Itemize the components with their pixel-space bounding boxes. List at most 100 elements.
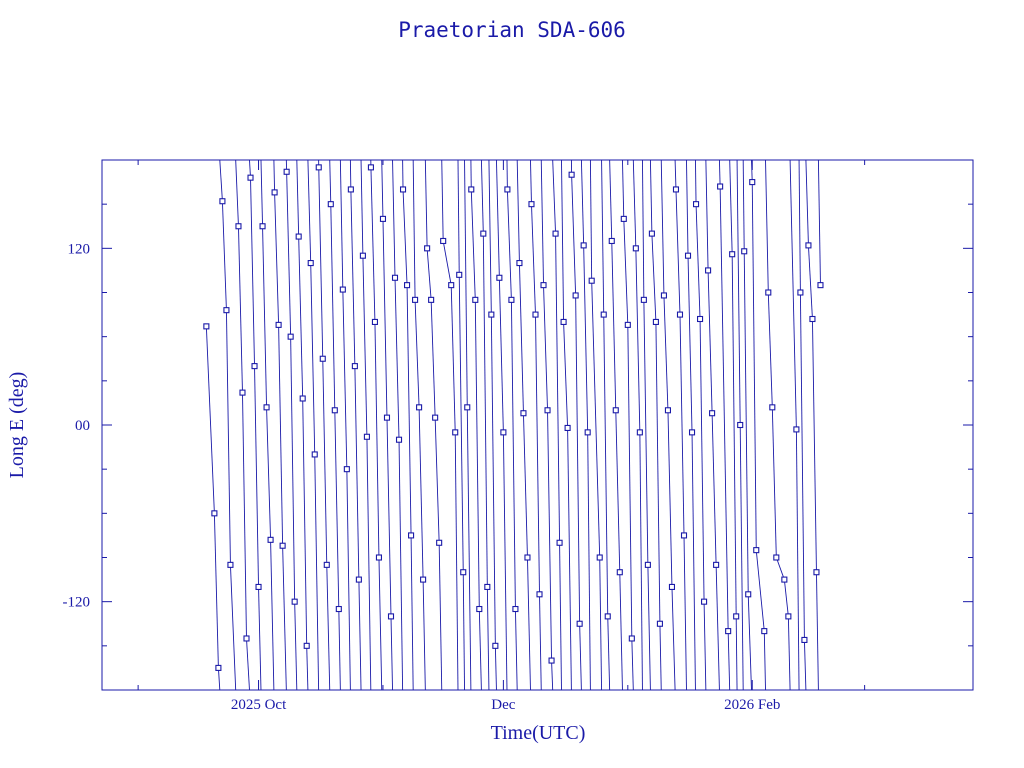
series-line	[398, 439, 404, 690]
data-point	[761, 628, 768, 635]
series-line	[755, 550, 765, 632]
series-line	[498, 277, 504, 433]
series-line	[649, 160, 653, 234]
data-point	[568, 171, 575, 178]
data-point	[211, 510, 218, 517]
series-line	[789, 160, 797, 430]
data-point	[456, 271, 463, 278]
series-line	[635, 248, 641, 433]
y-tick-label: -120	[63, 595, 91, 611]
series-line	[414, 299, 420, 408]
series-line	[583, 245, 589, 433]
series-line	[539, 594, 542, 690]
series-line	[213, 513, 219, 668]
data-point	[295, 233, 302, 240]
data-point	[375, 554, 383, 561]
series-line	[647, 564, 651, 690]
series-line	[506, 189, 512, 300]
data-point	[725, 628, 732, 635]
data-point	[612, 407, 619, 414]
data-point	[516, 260, 523, 267]
series-line	[622, 160, 625, 219]
series-line	[238, 226, 243, 393]
data-point	[620, 215, 627, 222]
series-line	[378, 557, 383, 690]
series-line	[803, 639, 807, 690]
series-line	[339, 160, 344, 290]
data-point	[391, 274, 399, 281]
series-line	[639, 432, 643, 690]
data-point	[773, 554, 780, 561]
series-line	[470, 189, 476, 300]
data-point	[492, 642, 499, 649]
data-point	[512, 605, 519, 613]
data-point	[399, 186, 407, 193]
series-line	[729, 160, 733, 255]
series-line	[488, 160, 492, 315]
series-line	[523, 413, 528, 558]
series-line	[798, 160, 801, 293]
data-point	[363, 433, 370, 440]
chart-title: Praetorian SDA-606	[398, 18, 626, 42]
data-point	[692, 201, 700, 208]
data-point	[572, 292, 579, 299]
data-point	[420, 576, 427, 583]
series-line	[450, 285, 456, 433]
data-point	[560, 318, 567, 325]
series-line	[607, 616, 611, 690]
series-line	[811, 318, 817, 573]
series-line	[561, 160, 565, 322]
series-line	[775, 557, 785, 580]
series-line	[735, 616, 738, 690]
data-point	[448, 282, 455, 289]
data-point	[745, 591, 752, 598]
series-line	[805, 160, 809, 246]
series-line	[575, 295, 581, 624]
data-point	[664, 407, 671, 414]
data-point	[480, 230, 487, 237]
series-line	[659, 623, 662, 690]
series-line	[599, 557, 603, 690]
series-line	[695, 204, 701, 320]
data-point	[299, 395, 306, 402]
series-line	[217, 667, 221, 690]
x-tick-label: 2025 Oct	[231, 697, 287, 713]
data-point	[379, 215, 387, 222]
data-point	[359, 252, 366, 259]
series-line	[771, 407, 777, 558]
series-line	[631, 638, 634, 690]
data-point	[801, 636, 808, 643]
data-point	[540, 282, 547, 289]
data-point	[652, 318, 659, 325]
data-point	[528, 201, 535, 208]
series-line	[392, 160, 396, 278]
series-line	[589, 160, 593, 281]
series-line	[571, 174, 577, 296]
series-line	[718, 160, 721, 187]
series-line	[531, 204, 536, 315]
series-line	[374, 321, 380, 558]
data-point	[672, 186, 680, 193]
data-point	[371, 318, 378, 325]
series-line	[426, 248, 432, 300]
data-point	[765, 289, 772, 296]
series-line	[422, 579, 426, 690]
series-line	[434, 417, 440, 543]
series-line	[342, 289, 348, 470]
data-point	[315, 164, 322, 171]
series-line	[615, 410, 621, 573]
series-line	[424, 160, 428, 249]
data-point	[488, 311, 495, 318]
series-line	[381, 160, 384, 219]
data-point	[387, 613, 395, 620]
series-line	[514, 609, 518, 690]
series-line	[579, 623, 582, 690]
data-point	[395, 436, 403, 443]
series-line	[543, 285, 548, 411]
y-axis-label: Long E (deg)	[6, 372, 28, 479]
series-line	[535, 314, 540, 595]
series-line	[221, 201, 227, 311]
series-line	[703, 601, 707, 690]
data-point	[468, 186, 475, 193]
series-line	[603, 314, 609, 617]
